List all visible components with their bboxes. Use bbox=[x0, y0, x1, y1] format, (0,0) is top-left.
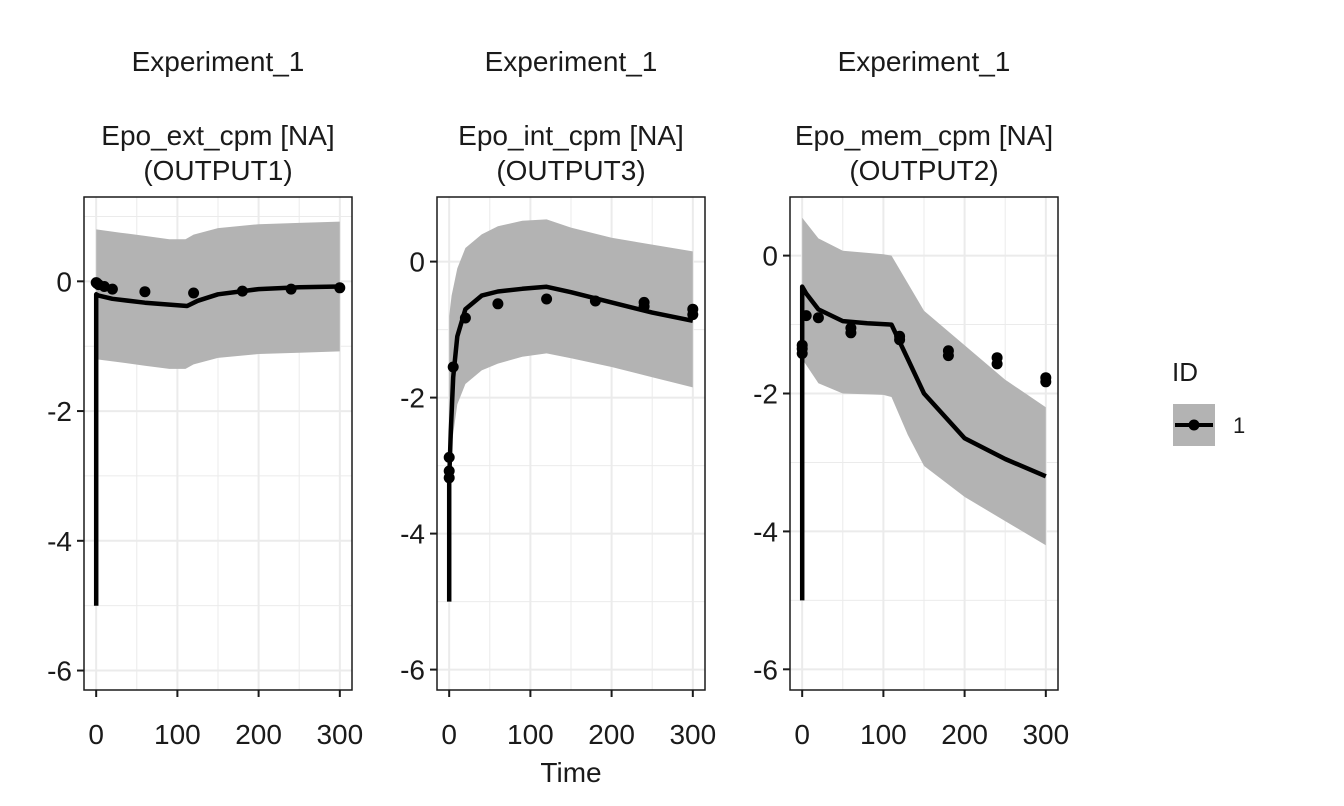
data-point bbox=[1040, 376, 1052, 388]
x-tick-label: 300 bbox=[669, 719, 716, 750]
data-point bbox=[106, 283, 118, 295]
x-tick-label: 0 bbox=[88, 719, 104, 750]
data-point bbox=[894, 334, 906, 346]
panel-2: Experiment_1 Epo_int_cpm [NA] (OUTPUT3) 0 -2… bbox=[400, 46, 716, 750]
confidence-band bbox=[802, 217, 1046, 546]
y-tick-label: -2 bbox=[400, 383, 425, 414]
y-tick-label: 0 bbox=[56, 266, 72, 297]
y-tick-label: -4 bbox=[47, 526, 72, 557]
y-tick-label: 0 bbox=[409, 247, 425, 278]
confidence-band bbox=[449, 219, 693, 480]
y-tick-label: 0 bbox=[762, 241, 778, 272]
panel-subtitle: (OUTPUT2) bbox=[849, 155, 998, 186]
x-axis-title: Time bbox=[540, 757, 601, 788]
panel-plot-area bbox=[437, 197, 705, 690]
panel-experiment-label: Experiment_1 bbox=[132, 46, 305, 77]
data-point bbox=[991, 358, 1003, 370]
data-point bbox=[188, 287, 200, 299]
series-line bbox=[93, 284, 340, 606]
y-tick-label: -6 bbox=[47, 656, 72, 687]
data-point bbox=[447, 361, 459, 373]
panel-title: Epo_int_cpm [NA] bbox=[458, 120, 684, 151]
data-point bbox=[687, 309, 699, 321]
panel-plot-area bbox=[84, 197, 352, 690]
panel-frame bbox=[436, 196, 706, 691]
x-tick-label: 0 bbox=[794, 719, 810, 750]
data-point bbox=[443, 472, 455, 484]
panel-title: Epo_ext_cpm [NA] bbox=[101, 120, 334, 151]
data-point bbox=[334, 282, 346, 294]
legend-label: 1 bbox=[1233, 413, 1245, 438]
x-tick-label: 200 bbox=[235, 719, 282, 750]
x-tick-label: 200 bbox=[941, 719, 988, 750]
series-line bbox=[799, 284, 1047, 601]
data-point bbox=[139, 286, 151, 298]
data-point bbox=[796, 348, 808, 359]
x-tick-label: 0 bbox=[441, 719, 457, 750]
panel-3: Experiment_1 Epo_mem_cpm [NA] (OUTPUT2) 0 -2… bbox=[753, 46, 1069, 750]
panel-plot-area bbox=[790, 197, 1058, 690]
legend-title: ID bbox=[1172, 357, 1198, 387]
x-tick-label: 100 bbox=[860, 719, 907, 750]
data-point bbox=[638, 301, 650, 312]
y-tick-label: -2 bbox=[47, 396, 72, 427]
y-tick-label: -6 bbox=[400, 655, 425, 686]
x-tick-label: 300 bbox=[316, 719, 363, 750]
y-tick-label: -2 bbox=[753, 379, 778, 410]
panel-subtitle: (OUTPUT3) bbox=[496, 155, 645, 186]
panel-experiment-label: Experiment_1 bbox=[485, 46, 658, 77]
panel-frame bbox=[789, 196, 1059, 691]
data-point bbox=[812, 312, 824, 324]
panel-1: Experiment_1 Epo_ext_cpm [NA] (OUTPUT1) 0 -2… bbox=[47, 46, 363, 750]
data-point bbox=[589, 295, 601, 307]
series-line bbox=[446, 284, 694, 602]
data-point bbox=[443, 451, 455, 463]
x-tick-label: 100 bbox=[507, 719, 554, 750]
data-point bbox=[800, 310, 812, 322]
panel-frame bbox=[83, 196, 353, 691]
data-point bbox=[845, 327, 857, 339]
y-tick-label: -4 bbox=[400, 519, 425, 550]
x-tick-label: 100 bbox=[154, 719, 201, 750]
data-point bbox=[236, 285, 248, 297]
data-point bbox=[492, 298, 504, 310]
legend: ID 1 bbox=[1172, 357, 1245, 446]
x-tick-label: 200 bbox=[588, 719, 635, 750]
panel-title: Epo_mem_cpm [NA] bbox=[795, 120, 1053, 151]
data-point bbox=[285, 283, 297, 295]
x-tick-label: 300 bbox=[1022, 719, 1069, 750]
data-point bbox=[541, 293, 553, 305]
y-tick-label: -4 bbox=[753, 516, 778, 547]
y-tick-label: -6 bbox=[753, 654, 778, 685]
data-point bbox=[459, 312, 471, 324]
panel-experiment-label: Experiment_1 bbox=[838, 46, 1011, 77]
data-point bbox=[942, 350, 954, 362]
panel-subtitle: (OUTPUT1) bbox=[143, 155, 292, 186]
legend-key-point bbox=[1188, 419, 1200, 431]
